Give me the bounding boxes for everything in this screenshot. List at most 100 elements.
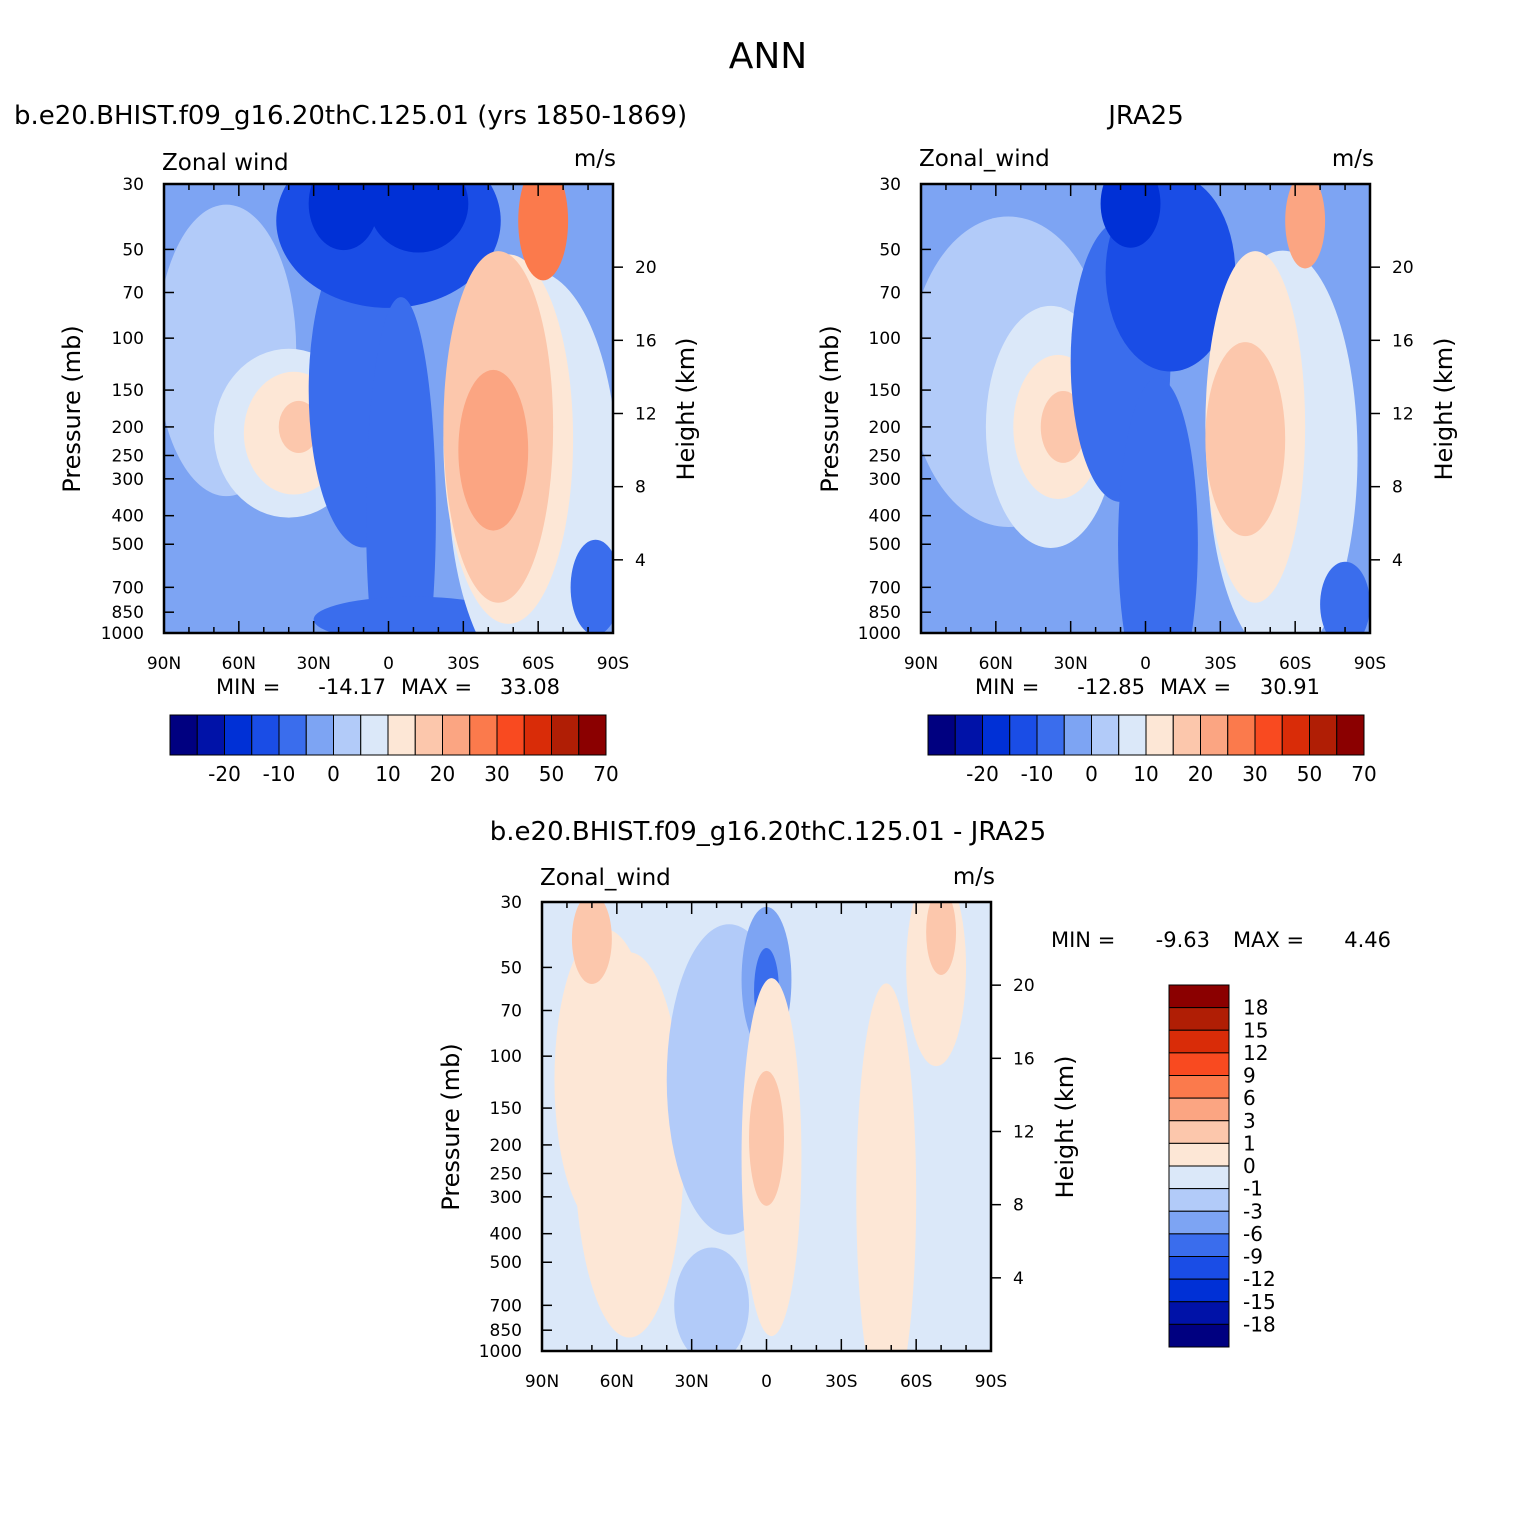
colorbar-swatch — [1168, 1188, 1230, 1212]
x-tick-label: 90S — [597, 654, 629, 674]
y-tick-label: 400 — [112, 507, 144, 527]
y2-tick-label: 4 — [1392, 551, 1403, 571]
colorbar-swatch — [1091, 714, 1120, 756]
colorbar-swatch — [278, 714, 307, 756]
y-tick-label: 200 — [112, 418, 144, 438]
colorbar-swatch — [1168, 1029, 1230, 1054]
variable-label: Zonal_wind — [919, 146, 1050, 172]
colorbar-swatch — [927, 714, 956, 756]
contour-region — [856, 983, 917, 1351]
y-tick-label: 1000 — [101, 624, 144, 644]
colorbar-swatch — [1063, 714, 1092, 756]
y-tick-label: 300 — [490, 1188, 522, 1208]
colorbar-swatch — [305, 714, 334, 756]
colorbar-swatch — [1168, 1142, 1230, 1167]
panel-obs: JRA25 90N 60N 30N 0 30S 60S 90S305070100150200… — [816, 101, 1458, 786]
contour-region — [366, 297, 436, 633]
y2-tick-label: 8 — [635, 478, 646, 498]
y2-tick-label: 4 — [1013, 1269, 1024, 1289]
colorbar-swatch — [1168, 1052, 1230, 1076]
y-tick-label: 700 — [869, 578, 901, 598]
colorbar-label: -10 — [1021, 762, 1054, 786]
y-tick-label: 700 — [490, 1296, 522, 1316]
plot-area: 90N 60N 30N 0 30S 60S 90S 30 50 70 100 150 200 250 300… — [479, 893, 1035, 1392]
colorbar-label: 1 — [1243, 1131, 1256, 1155]
units-label: m/s — [574, 146, 616, 172]
colorbar-label: 30 — [484, 762, 509, 786]
colorbar-swatch — [1168, 1075, 1230, 1099]
colorbar-swatch — [1168, 1165, 1230, 1190]
y-tick-label: 200 — [490, 1136, 522, 1156]
y-axis-label: Pressure (mb) — [816, 325, 844, 492]
y-tick-label: 70 — [879, 283, 901, 303]
colorbar-swatch — [1168, 1323, 1230, 1348]
y2-tick-label: 16 — [635, 331, 657, 351]
colorbar-swatch — [982, 714, 1011, 756]
y-tick-label: 500 — [869, 535, 901, 555]
contour-region — [1100, 184, 1161, 248]
colorbar-swatch — [1036, 714, 1065, 756]
variable-label: Zonal wind — [162, 150, 289, 176]
contour-region — [1205, 342, 1286, 537]
panel-title: b.e20.BHIST.f09_g16.20thC.125.01 - JRA25 — [490, 817, 1046, 847]
colorbar-swatch — [333, 714, 362, 756]
y2-tick-label: 20 — [1392, 258, 1414, 278]
colorbar-swatch — [1145, 714, 1174, 756]
colorbar-label: 50 — [539, 762, 564, 786]
contour-region — [308, 184, 379, 251]
colorbar-swatch — [1227, 714, 1256, 756]
y-tick-label: 250 — [869, 446, 901, 466]
colorbar-swatch — [954, 714, 983, 756]
y-tick-label: 50 — [879, 240, 901, 260]
contour-region — [518, 184, 569, 281]
max-value: 30.91 — [1260, 675, 1320, 699]
y-tick-label: 150 — [490, 1099, 522, 1119]
y2-tick-label: 12 — [1392, 404, 1414, 424]
colorbar-swatch — [1118, 714, 1147, 756]
y2-tick-label: 12 — [1013, 1122, 1035, 1142]
x-tick-label: 30N — [1053, 654, 1087, 674]
colorbar-swatch — [251, 714, 280, 756]
y-tick-label: 1000 — [858, 624, 901, 644]
min-label: MIN = — [975, 675, 1039, 699]
min-value: -9.63 — [1156, 928, 1210, 952]
colorbar-label: -6 — [1243, 1222, 1263, 1246]
x-tick-label: 30S — [1204, 654, 1236, 674]
x-tick-label: 30S — [447, 654, 479, 674]
y-tick-label: 70 — [122, 283, 144, 303]
colorbar-label: 12 — [1243, 1041, 1268, 1065]
colorbar-swatch — [1168, 1120, 1230, 1144]
colorbar-swatch — [387, 714, 416, 756]
y2-axis-label: Height (km) — [1430, 338, 1458, 481]
units-label: m/s — [953, 864, 995, 890]
units-label: m/s — [1332, 146, 1374, 172]
y-tick-label: 250 — [112, 446, 144, 466]
y2-axis-label: Height (km) — [1051, 1056, 1079, 1199]
x-tick-label: 0 — [383, 654, 394, 674]
colorbar-swatch — [196, 714, 225, 756]
colorbar-swatch — [442, 714, 471, 756]
contour-region — [574, 952, 685, 1338]
y2-tick-label: 16 — [1392, 331, 1414, 351]
y-tick-label: 400 — [869, 507, 901, 527]
x-tick-label: 60N — [979, 654, 1013, 674]
y-tick-label: 30 — [122, 175, 144, 195]
colorbar-swatch — [1009, 714, 1038, 756]
x-tick-label: 30N — [296, 654, 330, 674]
colorbar-label: -10 — [263, 762, 296, 786]
panel-title: JRA25 — [1106, 101, 1184, 131]
y-tick-label: 400 — [490, 1225, 522, 1245]
colorbar-swatch — [169, 714, 198, 756]
colorbar-swatch — [523, 714, 552, 756]
colorbar-swatch — [1168, 1278, 1230, 1303]
colorbar-swatch — [1336, 714, 1365, 756]
colorbar-label: -15 — [1243, 1290, 1276, 1314]
y2-tick-label: 12 — [635, 404, 657, 424]
colorbar-swatch — [360, 714, 389, 756]
contour-region — [571, 902, 612, 985]
y2-axis-label: Height (km) — [672, 338, 700, 481]
contour-region — [570, 539, 613, 633]
y-axis-label: Pressure (mb) — [58, 325, 86, 492]
panel-title: b.e20.BHIST.f09_g16.20thC.125.01 (yrs 18… — [14, 101, 687, 131]
contour-region — [1320, 561, 1370, 633]
